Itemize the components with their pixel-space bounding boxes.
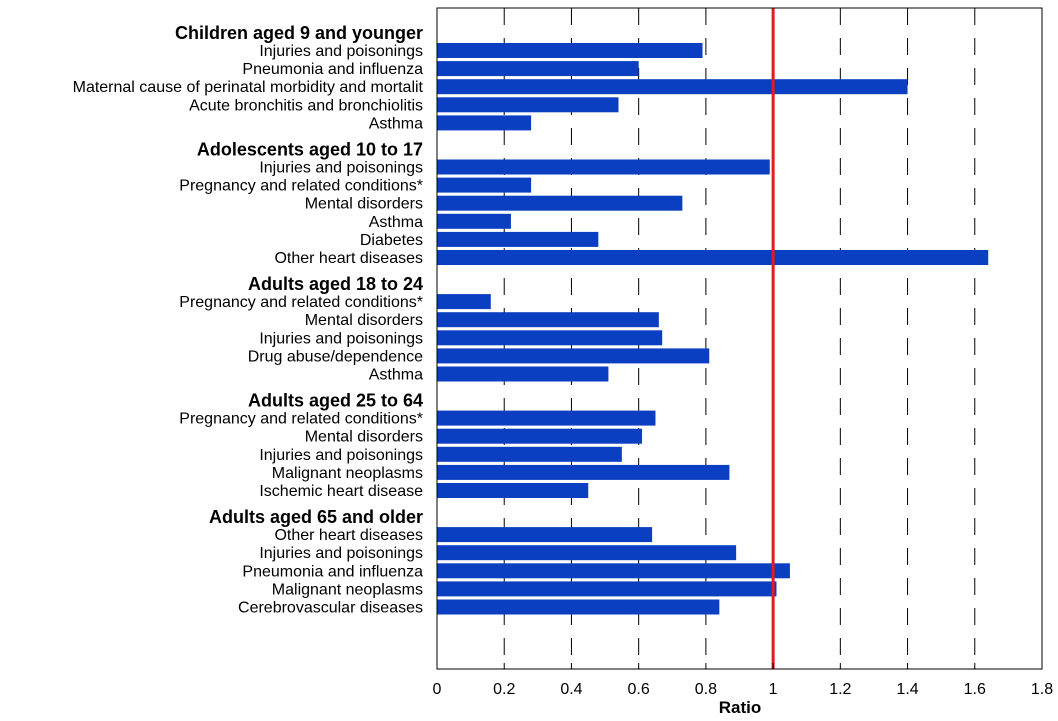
bar: [437, 410, 656, 426]
category-label: Other heart diseases: [274, 527, 423, 544]
category-label: Pneumonia and influenza: [242, 61, 423, 78]
x-tick-label: 0.8: [695, 681, 717, 698]
x-tick-label: 0.2: [493, 681, 515, 698]
category-label: Malignant neoplasms: [272, 581, 423, 598]
category-label: Injuries and poisonings: [259, 330, 423, 347]
bar-layer: [437, 43, 989, 615]
bar: [437, 527, 653, 543]
bar: [437, 79, 908, 95]
bar: [437, 599, 720, 615]
bar: [437, 563, 790, 579]
category-label: Asthma: [369, 214, 423, 231]
bar: [437, 330, 663, 346]
group-title: Adolescents aged 10 to 17: [197, 140, 423, 160]
bar: [437, 581, 777, 597]
x-tick-label: 1.2: [829, 681, 851, 698]
bar: [437, 195, 683, 211]
bar: [437, 159, 770, 175]
category-label: Acute bronchitis and bronchiolitis: [189, 97, 423, 114]
category-label: Other heart diseases: [274, 250, 423, 267]
x-tick-label: 1.8: [1031, 681, 1053, 698]
category-label: Mental disorders: [305, 312, 423, 329]
bar: [437, 446, 622, 462]
category-label: Pneumonia and influenza: [242, 563, 423, 580]
x-axis-title: Ratio: [719, 698, 762, 717]
bar: [437, 348, 710, 364]
category-label: Injuries and poisonings: [259, 447, 423, 464]
bar: [437, 464, 730, 480]
bar: [437, 294, 491, 310]
bar: [437, 428, 643, 444]
category-label: Injuries and poisonings: [259, 43, 423, 60]
category-label: Mental disorders: [305, 429, 423, 446]
bar: [437, 483, 589, 498]
category-label: Malignant neoplasms: [272, 465, 423, 482]
group-title: Adults aged 25 to 64: [248, 391, 423, 411]
group-title: Children aged 9 and younger: [175, 23, 423, 43]
category-label: Pregnancy and related conditions*: [179, 294, 423, 311]
group-title: Adults aged 65 and older: [209, 507, 423, 527]
plot-frame-layer: [436, 7, 1043, 670]
bar: [437, 312, 659, 328]
bar: [437, 61, 639, 77]
bar: [437, 213, 511, 229]
x-tick-label: 0.6: [628, 681, 650, 698]
category-label: Diabetes: [360, 232, 423, 249]
bar: [437, 97, 619, 113]
bar: [437, 250, 989, 265]
bar: [437, 231, 599, 247]
plot-frame: [436, 7, 1043, 670]
bar: [437, 366, 609, 382]
x-tick-label: 0: [433, 681, 442, 698]
x-tick-label: 1.6: [964, 681, 986, 698]
category-label: Injuries and poisonings: [259, 160, 423, 177]
category-label: Pregnancy and related conditions*: [179, 178, 423, 195]
category-label: Cerebrovascular diseases: [238, 600, 423, 617]
bar: [437, 545, 737, 561]
category-label: Pregnancy and related conditions*: [179, 411, 423, 428]
group-title: Adults aged 18 to 24: [248, 274, 423, 294]
category-label: Drug abuse/dependence: [248, 348, 423, 365]
category-label: Asthma: [369, 115, 423, 132]
bar: [437, 115, 532, 131]
category-label: Maternal cause of perinatal morbidity an…: [73, 79, 424, 96]
x-tick-label: 0.4: [560, 681, 582, 698]
x-tick-label: 1.4: [896, 681, 918, 698]
bar: [437, 43, 703, 58]
category-label: Ischemic heart disease: [259, 483, 423, 500]
category-label: Asthma: [369, 367, 423, 384]
category-label: Mental disorders: [305, 196, 423, 213]
bar: [437, 177, 532, 193]
category-label: Injuries and poisonings: [259, 545, 423, 562]
x-axis-layer: Ratio 0 0.2 0.4 0.6 0.8 1 1.2 1.4 1.6 1.8: [433, 681, 1054, 717]
x-tick-label: 1: [769, 681, 778, 698]
